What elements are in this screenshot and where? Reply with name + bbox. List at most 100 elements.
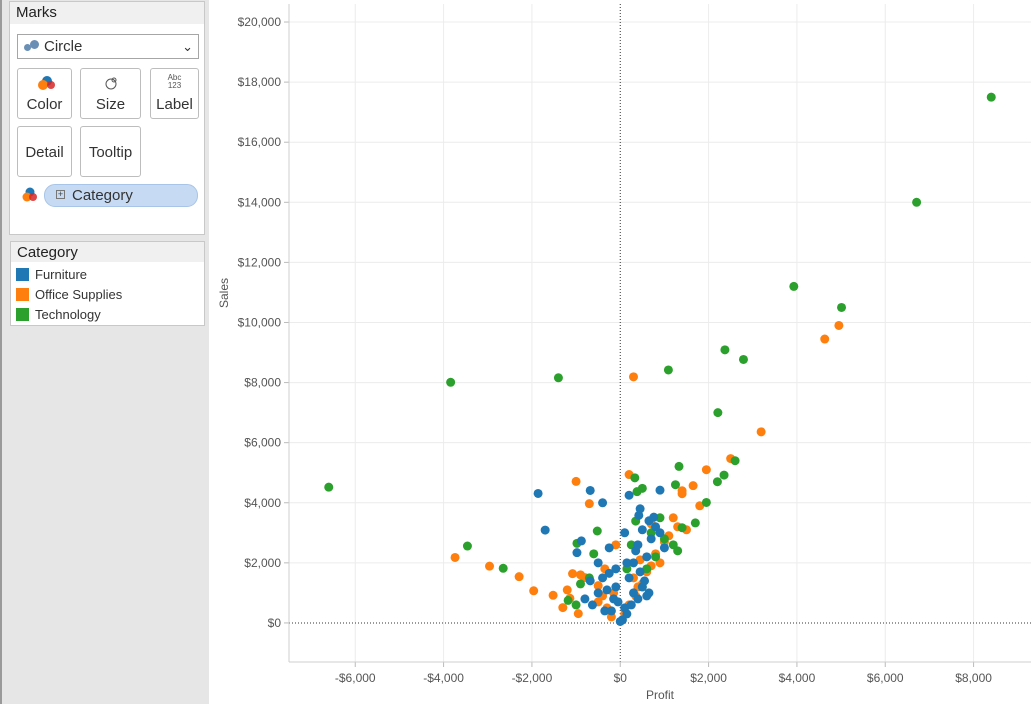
data-point-furniture[interactable] — [620, 528, 630, 538]
data-point-furniture[interactable] — [604, 543, 614, 553]
data-point-furniture[interactable] — [600, 606, 610, 616]
data-point-office-supplies[interactable] — [688, 481, 698, 491]
data-point-furniture[interactable] — [585, 576, 595, 586]
data-point-furniture[interactable] — [622, 558, 632, 568]
data-point-technology[interactable] — [589, 549, 599, 559]
data-point-furniture[interactable] — [655, 485, 665, 495]
data-point-furniture[interactable] — [533, 488, 543, 498]
data-point-furniture[interactable] — [642, 591, 652, 601]
data-point-office-supplies[interactable] — [573, 609, 583, 619]
data-point-furniture[interactable] — [587, 600, 597, 610]
data-point-technology[interactable] — [446, 377, 456, 387]
data-point-technology[interactable] — [663, 365, 673, 375]
data-point-office-supplies[interactable] — [584, 499, 594, 509]
data-point-furniture[interactable] — [651, 522, 661, 532]
data-point-furniture[interactable] — [615, 616, 625, 626]
data-point-furniture[interactable] — [572, 548, 582, 558]
data-point-technology[interactable] — [324, 482, 334, 492]
data-point-office-supplies[interactable] — [834, 320, 844, 330]
data-point-technology[interactable] — [720, 345, 730, 355]
data-point-furniture[interactable] — [640, 576, 650, 586]
data-point-furniture[interactable] — [635, 504, 645, 514]
data-point-technology[interactable] — [462, 541, 472, 551]
data-point-furniture[interactable] — [576, 536, 586, 546]
size-button[interactable]: Size — [80, 68, 141, 119]
data-point-furniture[interactable] — [622, 609, 632, 619]
data-point-technology[interactable] — [712, 477, 722, 487]
data-point-furniture[interactable] — [585, 485, 595, 495]
data-point-office-supplies[interactable] — [668, 513, 678, 523]
tooltip-button[interactable]: Tooltip — [80, 126, 141, 177]
data-point-office-supplies[interactable] — [568, 569, 578, 579]
data-point-technology[interactable] — [630, 473, 640, 483]
data-point-furniture[interactable] — [629, 558, 638, 568]
data-point-furniture[interactable] — [635, 567, 645, 577]
data-point-office-supplies[interactable] — [820, 334, 830, 344]
data-point-technology[interactable] — [637, 483, 647, 493]
data-point-furniture[interactable] — [637, 525, 647, 535]
label-button[interactable]: Abc 123 Label — [150, 68, 199, 119]
mark-type-dropdown[interactable]: Circle ⌄ — [17, 34, 199, 59]
data-point-furniture[interactable] — [598, 498, 608, 508]
data-point-technology[interactable] — [673, 546, 683, 556]
data-point-furniture[interactable] — [540, 525, 550, 535]
data-point-technology[interactable] — [690, 518, 700, 528]
data-point-furniture[interactable] — [646, 534, 656, 544]
data-point-furniture[interactable] — [642, 552, 652, 562]
data-point-technology[interactable] — [719, 470, 729, 480]
data-point-office-supplies[interactable] — [677, 489, 687, 499]
data-point-technology[interactable] — [701, 497, 711, 507]
data-point-office-supplies[interactable] — [756, 427, 766, 437]
category-pill[interactable]: + Category — [44, 184, 198, 207]
data-point-technology[interactable] — [651, 552, 661, 562]
data-point-technology[interactable] — [986, 92, 996, 102]
data-point-furniture[interactable] — [598, 573, 608, 583]
data-point-furniture[interactable] — [624, 573, 634, 583]
data-point-office-supplies[interactable] — [514, 572, 524, 582]
data-point-furniture[interactable] — [593, 558, 603, 568]
data-point-technology[interactable] — [576, 579, 585, 589]
color-button[interactable]: Color — [17, 68, 72, 119]
data-point-technology[interactable] — [553, 373, 563, 383]
data-point-furniture[interactable] — [580, 594, 590, 604]
data-point-office-supplies[interactable] — [529, 586, 539, 596]
data-point-office-supplies[interactable] — [629, 372, 638, 382]
data-point-office-supplies[interactable] — [558, 603, 568, 613]
data-points[interactable] — [324, 92, 996, 626]
data-point-furniture[interactable] — [606, 606, 616, 616]
data-point-office-supplies[interactable] — [576, 570, 585, 580]
data-point-office-supplies[interactable] — [701, 465, 711, 475]
data-point-technology[interactable] — [789, 281, 799, 291]
data-point-furniture[interactable] — [649, 512, 659, 522]
data-point-furniture[interactable] — [593, 588, 603, 598]
data-point-office-supplies[interactable] — [695, 501, 705, 511]
data-point-furniture[interactable] — [633, 540, 643, 550]
data-point-furniture[interactable] — [611, 564, 621, 574]
data-point-technology[interactable] — [837, 302, 847, 312]
data-point-office-supplies[interactable] — [593, 581, 603, 591]
data-point-furniture[interactable] — [602, 585, 612, 595]
data-point-technology[interactable] — [912, 197, 922, 207]
data-point-technology[interactable] — [677, 523, 687, 533]
expand-icon[interactable]: + — [56, 189, 65, 199]
data-point-technology[interactable] — [571, 600, 581, 610]
data-point-office-supplies[interactable] — [562, 585, 572, 595]
data-point-office-supplies[interactable] — [548, 590, 558, 600]
data-point-technology[interactable] — [674, 461, 684, 471]
data-point-technology[interactable] — [738, 354, 748, 364]
data-point-office-supplies[interactable] — [485, 561, 495, 571]
data-point-furniture[interactable] — [624, 490, 634, 500]
data-point-furniture[interactable] — [659, 543, 669, 553]
data-point-furniture[interactable] — [611, 582, 621, 592]
data-point-furniture[interactable] — [626, 600, 636, 610]
data-point-furniture[interactable] — [604, 568, 614, 578]
data-point-technology[interactable] — [563, 595, 573, 605]
data-point-furniture[interactable] — [613, 597, 623, 607]
data-point-office-supplies[interactable] — [571, 476, 581, 486]
data-point-technology[interactable] — [670, 480, 680, 490]
detail-button[interactable]: Detail — [17, 126, 72, 177]
data-point-technology[interactable] — [592, 526, 602, 536]
data-point-technology[interactable] — [730, 456, 740, 466]
data-point-office-supplies[interactable] — [450, 552, 460, 562]
data-point-technology[interactable] — [498, 563, 508, 573]
